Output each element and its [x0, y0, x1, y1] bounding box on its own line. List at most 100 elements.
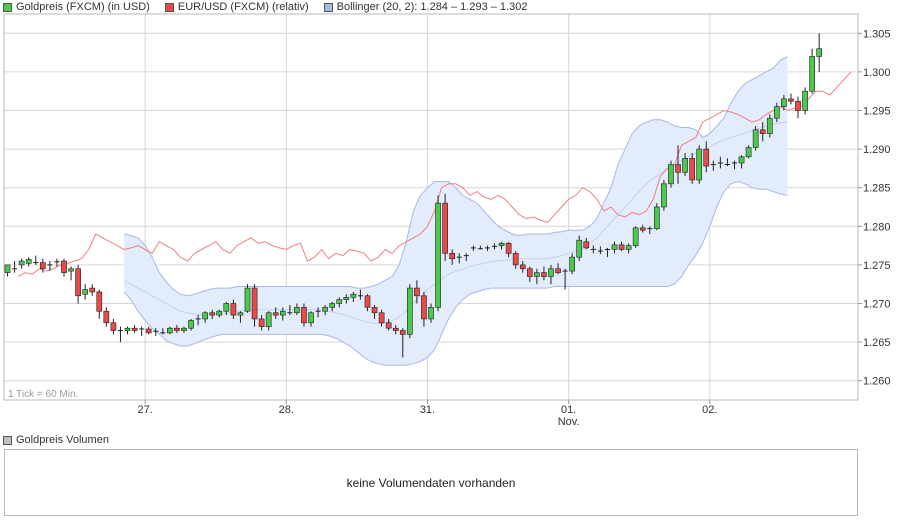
x-tick-label: 31. [420, 404, 435, 416]
candle-body [399, 330, 406, 335]
candle-body [406, 287, 413, 335]
candle-body [364, 295, 371, 308]
candle-body [773, 106, 780, 119]
candle-body [181, 327, 187, 331]
candle-body [61, 260, 67, 273]
candle-body [654, 206, 660, 229]
candle-body [816, 48, 823, 57]
eurusd-line [17, 71, 852, 277]
candle-body [371, 307, 378, 314]
candle-body [505, 242, 512, 254]
volume-panel: keine Volumendaten vorhanden [4, 449, 858, 516]
bollinger-upper-line [123, 56, 788, 297]
y-tick-label: 1.300 [863, 67, 891, 79]
candle-body [766, 117, 773, 134]
x-tick-label: 27. [138, 404, 153, 416]
candle-body [795, 100, 801, 111]
y-tick-label: 1.285 [863, 183, 891, 195]
x-tick-label: 02. [702, 404, 717, 416]
y-tick-label: 1.270 [863, 299, 891, 311]
candle-body [385, 322, 392, 329]
candle-body [569, 256, 575, 272]
candle-body [4, 264, 11, 273]
candle-body [392, 327, 399, 331]
candle-body [548, 268, 554, 277]
candle-body [145, 328, 152, 334]
candle-body [435, 202, 441, 308]
y-tick-label: 1.305 [863, 28, 891, 40]
candle-body [272, 312, 279, 316]
candle-body [802, 90, 808, 111]
candle-body [308, 312, 314, 324]
candle-body [618, 244, 625, 250]
legend-label-gold: Goldpreis (FXCM) (in USD) [16, 1, 150, 13]
price-chart: 1.260 1.265 1.270 1.275 1.280 1.285 1.290 1.295… [3, 13, 891, 428]
candle-body [498, 242, 505, 246]
candle-body [632, 227, 639, 246]
y-tick-label: 1.260 [863, 376, 891, 388]
candle-body [244, 287, 251, 312]
candle-body [237, 312, 244, 316]
candle-body [512, 253, 519, 266]
candle-body [103, 310, 110, 324]
legend-swatch-bollinger [323, 2, 333, 12]
candle-body [18, 260, 25, 266]
candle-body [329, 303, 336, 308]
plot-frame [3, 13, 859, 401]
legend-label-eurusd: EUR/USD (FXCM) (relativ) [177, 1, 309, 13]
x-tick-label: 28. [279, 404, 294, 416]
candle-body [174, 327, 180, 331]
candle-body [188, 320, 194, 329]
candle-body [788, 98, 794, 102]
candle-body [223, 303, 230, 312]
legend-item-eurusd[interactable]: EUR/USD (FXCM) (relativ) [162, 1, 309, 13]
candle-body [294, 307, 300, 314]
candle-body [809, 56, 815, 92]
legend-swatch-gold [3, 2, 12, 12]
candle-body [781, 98, 787, 107]
volume-empty-message: keine Volumendaten vorhanden [346, 476, 516, 490]
candle-body [25, 259, 32, 264]
tick-interval-note: 1 Tick = 60 Min. [8, 389, 78, 400]
volume-legend[interactable]: Goldpreis Volumen [0, 434, 109, 446]
candle-body [421, 295, 427, 320]
candle-body [682, 158, 688, 173]
candle-body [68, 268, 74, 272]
candle-body [759, 129, 766, 134]
candle-body [209, 312, 216, 316]
candle-body [110, 322, 117, 331]
candle-body [625, 245, 632, 250]
volume-legend-swatch [3, 435, 12, 445]
candle-body [343, 297, 350, 300]
candle-body [703, 148, 710, 167]
candle-body [265, 312, 272, 327]
candle-body [639, 227, 646, 231]
candle-body [258, 318, 265, 327]
candle-body [534, 272, 540, 277]
candle-body [350, 293, 357, 298]
bollinger-band [124, 56, 788, 366]
candle-body [414, 287, 420, 297]
candle-body [301, 307, 307, 324]
candle-body [752, 129, 759, 148]
candle-body [322, 307, 328, 312]
candle-body [541, 272, 547, 277]
candle-body [675, 164, 681, 173]
legend-item-bollinger[interactable]: Bollinger (20, 2): 1.284 – 1.293 – 1.302 [321, 1, 528, 13]
legend-swatch-eurusd [164, 2, 174, 12]
candle-body [611, 244, 618, 250]
candle-body [251, 287, 258, 320]
candle-body [526, 268, 533, 277]
y-tick-label: 1.290 [863, 144, 891, 156]
candle-body [230, 303, 237, 316]
candle-body [75, 268, 81, 297]
candle-body [216, 310, 223, 316]
candle-body [124, 327, 131, 331]
candle-body [668, 164, 674, 185]
legend-item-gold[interactable]: Goldpreis (FXCM) (in USD) [0, 1, 150, 13]
candle-body [336, 299, 343, 304]
candle-body [96, 291, 103, 312]
candle-body [689, 158, 695, 181]
legend-label-bollinger: Bollinger (20, 2): 1.284 – 1.293 – 1.302 [336, 1, 528, 13]
candle-body [442, 202, 448, 254]
